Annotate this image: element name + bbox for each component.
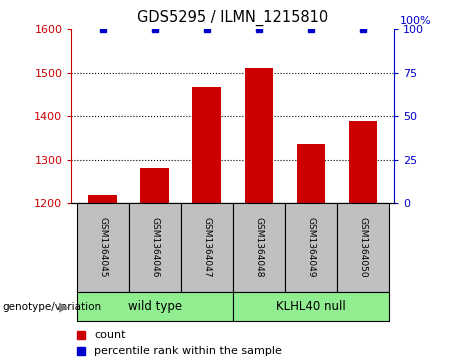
Bar bbox=[77, 292, 233, 321]
Bar bbox=[285, 203, 337, 292]
Bar bbox=[141, 168, 169, 203]
Bar bbox=[193, 86, 221, 203]
Text: percentile rank within the sample: percentile rank within the sample bbox=[94, 346, 282, 356]
Text: GSM1364045: GSM1364045 bbox=[98, 217, 107, 278]
Bar bbox=[89, 195, 117, 203]
Bar bbox=[77, 203, 129, 292]
Bar bbox=[244, 68, 273, 203]
Text: 100%: 100% bbox=[400, 16, 431, 26]
Bar bbox=[337, 203, 389, 292]
Bar bbox=[233, 203, 285, 292]
Text: GSM1364047: GSM1364047 bbox=[202, 217, 211, 278]
Text: GSM1364050: GSM1364050 bbox=[358, 217, 367, 278]
Text: ▶: ▶ bbox=[59, 300, 68, 313]
Text: wild type: wild type bbox=[128, 300, 182, 313]
Text: genotype/variation: genotype/variation bbox=[2, 302, 101, 312]
Text: count: count bbox=[94, 330, 125, 340]
Text: GSM1364046: GSM1364046 bbox=[150, 217, 159, 278]
Text: GSM1364048: GSM1364048 bbox=[254, 217, 263, 278]
Text: KLHL40 null: KLHL40 null bbox=[276, 300, 346, 313]
Bar bbox=[129, 203, 181, 292]
Bar bbox=[181, 203, 233, 292]
Text: GSM1364049: GSM1364049 bbox=[307, 217, 315, 278]
Bar bbox=[233, 292, 389, 321]
Bar bbox=[349, 121, 377, 203]
Bar bbox=[296, 144, 325, 203]
Title: GDS5295 / ILMN_1215810: GDS5295 / ILMN_1215810 bbox=[137, 10, 328, 26]
